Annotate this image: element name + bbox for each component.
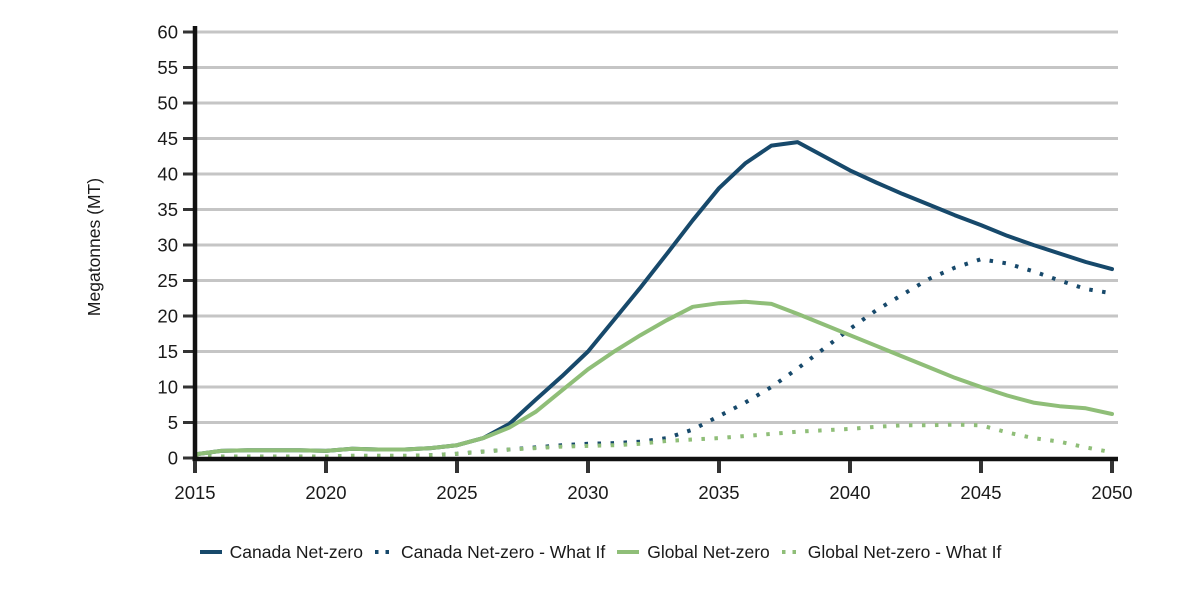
y-tick-label: 20: [157, 306, 178, 327]
series-line-canada-net-zero: [193, 140, 1114, 457]
legend-label-global-net-zero-what-if: Global Net-zero - What If: [807, 541, 1002, 562]
y-tick-label: 40: [157, 164, 178, 185]
legend-item-global-net-zero-what-if: Global Net-zero - What If: [781, 541, 1002, 563]
x-tick-label: 2040: [829, 482, 870, 503]
y-tick-label: 60: [157, 22, 178, 43]
y-tick-label: 15: [157, 341, 178, 362]
legend-swatch-global-solid-icon: [617, 550, 640, 554]
x-tick-label: 2050: [1091, 482, 1132, 503]
x-tick-label: 2045: [960, 482, 1001, 503]
y-tick-label: 0: [168, 448, 178, 469]
y-tick-label: 55: [157, 57, 178, 78]
chart-legend: Canada Net-zero Canada Net-zero - What I…: [0, 537, 1200, 567]
legend-item-global-net-zero: Global Net-zero: [616, 542, 770, 563]
legend-swatch-canada-dotted-icon: [374, 550, 394, 554]
legend-item-canada-net-zero-what-if: Canada Net-zero - What If: [374, 542, 605, 563]
legend-item-canada-net-zero: Canada Net-zero: [199, 542, 363, 563]
legend-label-canada-net-zero: Canada Net-zero: [229, 541, 363, 562]
y-tick-label: 25: [157, 270, 178, 291]
legend-label-canada-net-zero-what-if: Canada Net-zero - What If: [400, 541, 606, 562]
legend-swatch-global-dotted-icon: [781, 550, 801, 554]
x-tick-label: 2035: [698, 482, 739, 503]
x-tick-label: 2020: [305, 482, 346, 503]
legend-label-global-net-zero: Global Net-zero: [647, 541, 770, 562]
legend-swatch-canada-solid-icon: [199, 550, 222, 554]
series-line-global-net-zero: [193, 299, 1114, 457]
y-tick-label: 30: [157, 235, 178, 256]
y-tick-label: 45: [157, 128, 178, 149]
x-tick-label: 2025: [436, 482, 477, 503]
x-tick-label: 2015: [174, 482, 215, 503]
y-tick-label: 5: [168, 412, 178, 433]
y-tick-label: 10: [157, 377, 178, 398]
y-axis-title: Megatonnes (MT): [84, 178, 104, 316]
y-tick-label: 35: [157, 199, 178, 220]
x-tick-label: 2030: [567, 482, 608, 503]
y-tick-label: 50: [157, 93, 178, 114]
